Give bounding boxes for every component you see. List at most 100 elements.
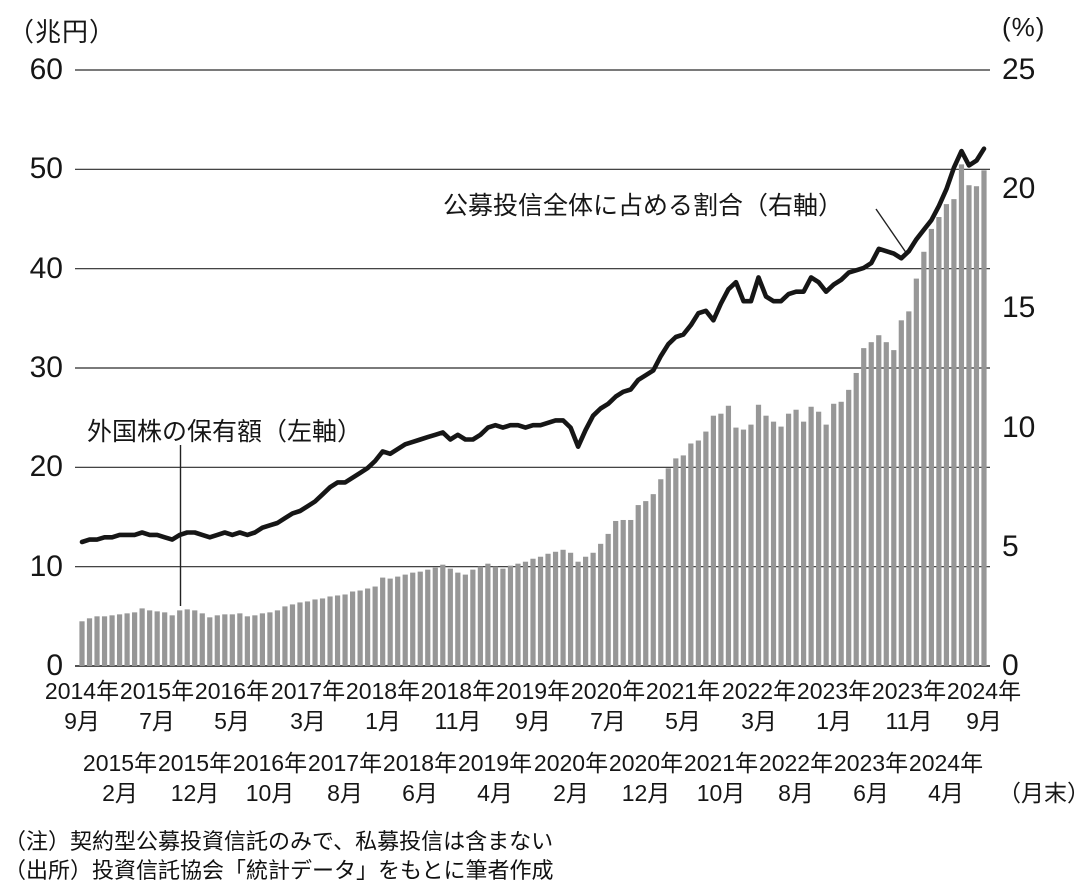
x-tick-month: 5月 [665, 708, 701, 734]
bar [966, 185, 972, 667]
bar [184, 609, 190, 666]
x-tick-month: 7月 [590, 708, 626, 734]
bar [470, 569, 476, 666]
bar [477, 566, 483, 666]
bar [94, 616, 100, 666]
bar [718, 413, 724, 666]
x-tick-month: 9月 [515, 708, 551, 734]
source-line: （出所）投資信託協会「統計データ」をもとに筆者作成 [4, 858, 554, 883]
x-tick-year: 2015年 [119, 678, 195, 704]
x-tick-secondary: 2017年 8月 [297, 748, 393, 808]
x-tick-primary: 2020年 7月 [560, 676, 656, 736]
x-tick-year: 2024年 [908, 750, 984, 776]
x-tick-month: 6月 [402, 780, 438, 806]
x-tick-year: 2020年 [608, 750, 684, 776]
bar [530, 558, 536, 666]
bar [500, 568, 506, 666]
bar [560, 549, 566, 666]
x-tick-month: 1月 [816, 708, 852, 734]
x-tick-year: 2017年 [270, 678, 346, 704]
x-tick-month: 9月 [64, 708, 100, 734]
bar [545, 553, 551, 666]
bar [958, 164, 965, 666]
left-axis-unit-label: （兆円） [8, 17, 117, 47]
x-tick-secondary: 2024年 4月 [898, 748, 994, 808]
bar [755, 404, 762, 666]
x-tick-year: 2020年 [570, 678, 646, 704]
bar [725, 405, 732, 666]
x-tick-month: 7月 [139, 708, 175, 734]
right-axis-tick: 25 [1002, 53, 1036, 86]
bar [455, 572, 461, 666]
x-tick-year: 2018年 [420, 678, 496, 704]
bar [109, 615, 115, 666]
x-tick-primary: 2021年 5月 [635, 676, 731, 736]
left-axis-tick: 20 [29, 450, 63, 483]
bar [891, 350, 897, 666]
left-axis-tick: 40 [29, 252, 63, 285]
bar [237, 613, 243, 666]
x-tick-year: 2015年 [157, 750, 233, 776]
bar [116, 614, 123, 666]
bar [507, 565, 514, 666]
x-tick-year: 2023年 [871, 678, 947, 704]
x-tick-primary: 2022年 3月 [711, 676, 807, 736]
bar [395, 576, 401, 666]
bar [425, 569, 431, 666]
right-axis-tick: 20 [1002, 172, 1036, 205]
bar [267, 612, 273, 666]
bar [567, 552, 574, 666]
bar [297, 602, 303, 666]
bar [598, 543, 604, 666]
bar [620, 519, 626, 666]
x-tick-month: 2月 [553, 780, 589, 806]
x-tick-primary: 2019年 9月 [485, 676, 581, 736]
bar [402, 574, 408, 666]
bar [613, 520, 619, 666]
x-tick-primary: 2014年 9月 [34, 676, 130, 736]
x-tick-primary: 2018年 11月 [410, 676, 506, 736]
x-tick-primary: 2023年 1月 [786, 676, 882, 736]
bar [838, 401, 844, 666]
x-tick-month: 6月 [853, 780, 889, 806]
line-series-annotation: 公募投信全体に占める割合（右軸） [443, 192, 844, 220]
bar [124, 613, 130, 666]
bar [748, 424, 754, 666]
x-tick-month: 2月 [102, 780, 138, 806]
bar [703, 431, 709, 666]
left-axis-tick: 30 [29, 351, 63, 384]
bar [289, 604, 296, 666]
bar [921, 251, 927, 666]
bar [365, 588, 371, 666]
x-tick-primary: 2023年 11月 [861, 676, 957, 736]
bar [575, 561, 581, 666]
bar [169, 615, 175, 666]
bar [928, 228, 934, 666]
x-tick-month: 10月 [696, 780, 746, 806]
bar [628, 519, 634, 666]
x-tick-month: 4月 [928, 780, 964, 806]
bar [357, 590, 363, 666]
bar [583, 556, 589, 666]
bar [154, 611, 160, 666]
bar [222, 614, 228, 666]
bar [823, 424, 829, 666]
x-tick-month: 4月 [477, 780, 513, 806]
x-tick-year: 2015年 [82, 750, 158, 776]
x-tick-primary: 2016年 5月 [184, 676, 280, 736]
bar [740, 429, 747, 666]
bar [831, 403, 837, 666]
bars-series-annotation: 外国株の保有額（左軸） [87, 418, 363, 446]
x-tick-secondary: 2015年 12月 [147, 748, 243, 808]
x-tick-month: 3月 [741, 708, 777, 734]
x-tick-secondary: 2020年 2月 [523, 748, 619, 808]
bar [282, 606, 288, 666]
right-axis-tick: 0 [1002, 649, 1019, 682]
right-axis-unit-label: (%) [1002, 12, 1046, 42]
bar [605, 533, 611, 666]
x-tick-month: 5月 [214, 708, 250, 734]
bar [981, 170, 987, 666]
bar [537, 556, 544, 666]
